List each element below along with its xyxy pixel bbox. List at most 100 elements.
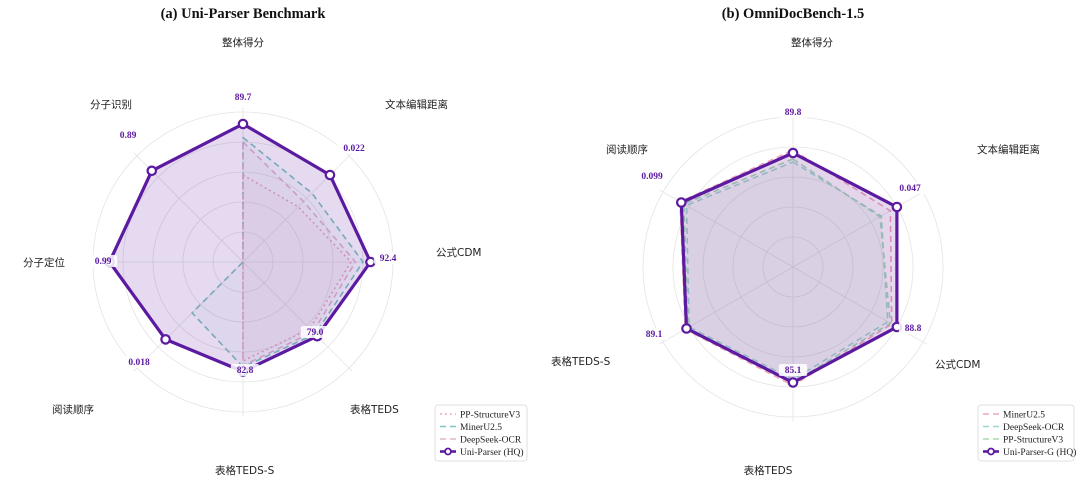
value-label-text: 88.8 <box>905 324 922 334</box>
data-point <box>787 147 799 159</box>
axis-label: 阅读顺序 <box>52 403 94 416</box>
value-label: 0.89 <box>113 129 143 141</box>
legend-item: Uni-Parser (HQ) <box>440 447 524 458</box>
value-label-bg <box>337 142 371 154</box>
value-label-text: 82.8 <box>237 366 254 376</box>
legend-label: DeepSeek-OCR <box>1003 423 1065 433</box>
legend-box <box>434 404 528 462</box>
legend-item: DeepSeek-OCR <box>440 435 522 445</box>
series-polygon <box>242 141 357 367</box>
value-label: 0.099 <box>635 170 669 182</box>
series-polygon <box>191 136 364 368</box>
grid-spoke <box>242 261 353 372</box>
legend-label: PP-StructureV3 <box>460 410 520 420</box>
legend-label: MinerU2.5 <box>1003 410 1045 420</box>
value-label: 88.8 <box>898 322 928 334</box>
value-label-text: 92.4 <box>380 254 397 264</box>
value-label-text: 89.1 <box>646 330 663 340</box>
axis-label: 文本编辑距离 <box>385 98 448 111</box>
value-label-bg <box>122 356 156 368</box>
value-label-bg <box>300 326 330 338</box>
value-label-bg <box>88 255 118 267</box>
series-polygon <box>107 122 373 374</box>
value-label: 89.8 <box>778 106 808 118</box>
axis-label: 公式CDM <box>436 246 481 259</box>
value-label-text: 0.99 <box>95 257 112 267</box>
axis-label: 整体得分 <box>791 36 833 49</box>
value-label-text: 0.89 <box>120 131 137 141</box>
series-uni-parser-g-hq- <box>675 147 903 388</box>
legend-item: PP-StructureV3 <box>983 435 1063 445</box>
axis-label: 分子识别 <box>90 99 132 111</box>
value-label: 82.8 <box>230 364 260 376</box>
legend: MinerU2.5 DeepSeek-OCR PP-StructureV3 Uni-P… <box>977 404 1076 462</box>
grid-spoke <box>658 266 794 345</box>
legend-label: Uni-Parser-G (HQ) <box>1003 447 1076 458</box>
axis-label: 表格TEDS-S <box>215 464 275 477</box>
legend-label: PP-StructureV3 <box>1003 435 1063 445</box>
value-label: 0.047 <box>893 182 927 194</box>
data-point <box>891 201 903 213</box>
data-point <box>237 118 249 130</box>
data-point <box>146 165 158 177</box>
series-deepseek-ocr <box>242 141 357 367</box>
value-label-bg <box>113 129 143 141</box>
axis-label: 表格TEDS <box>744 464 793 477</box>
legend-item: MinerU2.5 <box>440 423 502 433</box>
chart-title: (a) Uni-Parser Benchmark <box>161 6 327 22</box>
data-point <box>681 323 692 334</box>
axis-label: 文本编辑距离 <box>977 143 1040 156</box>
value-label-bg <box>639 328 669 340</box>
value-label-text: 79.0 <box>307 328 324 338</box>
value-label-bg <box>373 252 403 264</box>
value-label-text: 0.099 <box>641 172 663 182</box>
axis-label: 分子定位 <box>23 256 65 269</box>
value-label: 89.1 <box>639 328 669 340</box>
legend-item: MinerU2.5 <box>983 410 1045 420</box>
value-label-bg <box>230 364 260 376</box>
data-point <box>160 334 171 345</box>
value-label-text: 0.018 <box>128 358 150 368</box>
value-label-bg <box>893 182 927 194</box>
value-label-text: 0.022 <box>343 144 365 154</box>
legend-label: MinerU2.5 <box>460 423 502 433</box>
radar-chart-uni-parser: (a) Uni-Parser Benchmark 整体得分文本编辑距离公式CDM… <box>23 6 528 477</box>
value-label: 85.1 <box>778 364 808 376</box>
series-uni-parser-hq- <box>104 118 376 377</box>
series-pp-structurev3 <box>242 174 352 362</box>
axis-label: 公式CDM <box>935 358 980 371</box>
legend: PP-StructureV3 MinerU2.5 DeepSeek-OCR Uni-P… <box>434 404 528 462</box>
value-label-bg <box>228 91 258 103</box>
value-label-bg <box>898 322 928 334</box>
data-point <box>324 169 336 181</box>
value-label-text: 0.047 <box>899 184 921 194</box>
legend-label: Uni-Parser (HQ) <box>460 447 524 458</box>
value-label-bg <box>778 364 808 376</box>
legend-label: DeepSeek-OCR <box>460 435 522 445</box>
value-label: 0.018 <box>122 356 156 368</box>
value-label-bg <box>635 170 669 182</box>
legend-item: PP-StructureV3 <box>440 410 520 420</box>
series-mineru2-5 <box>191 136 364 368</box>
data-point <box>675 197 687 208</box>
series-polygon <box>679 151 899 385</box>
grid-spoke <box>792 189 928 268</box>
legend-marker <box>444 447 452 456</box>
data-point <box>787 377 799 388</box>
axis-label: 表格TEDS <box>350 403 399 416</box>
axis-label: 表格TEDS-S <box>551 355 611 368</box>
value-label: 92.4 <box>373 252 403 264</box>
data-point <box>365 256 376 268</box>
value-label-text: 89.8 <box>785 108 802 118</box>
value-label: 0.99 <box>88 255 118 267</box>
chart-title: (b) OmniDocBench-1.5 <box>722 6 865 22</box>
legend-item: DeepSeek-OCR <box>983 423 1065 433</box>
value-label-text: 89.7 <box>235 93 252 103</box>
axis-label: 阅读顺序 <box>606 143 648 156</box>
value-label-bg <box>778 106 808 118</box>
value-label: 89.7 <box>228 91 258 103</box>
value-label-text: 85.1 <box>785 366 802 376</box>
axis-label: 整体得分 <box>222 36 264 49</box>
